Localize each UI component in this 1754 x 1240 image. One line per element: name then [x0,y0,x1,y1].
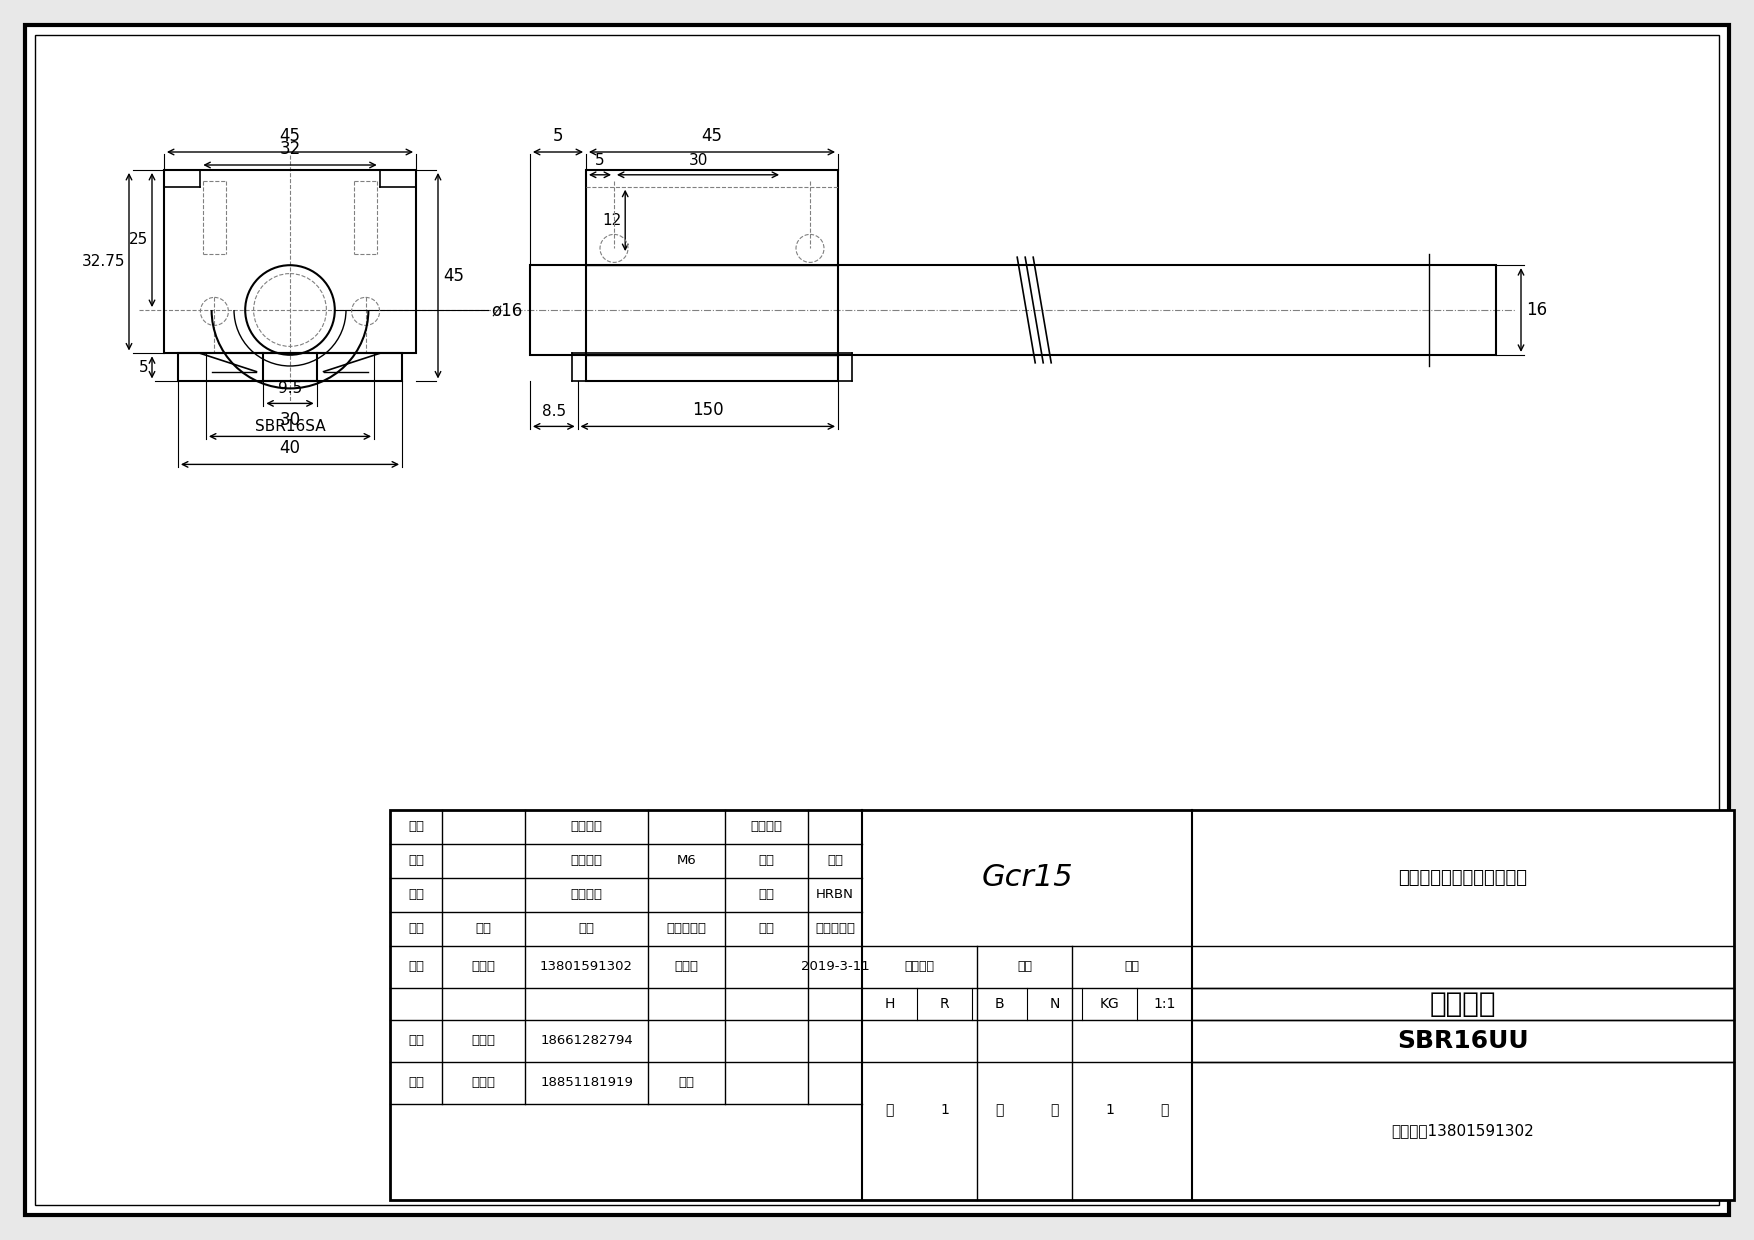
Text: 16: 16 [1526,301,1547,319]
Text: 刘献宁: 刘献宁 [472,1034,495,1048]
Text: 共: 共 [886,1104,895,1117]
Text: 45: 45 [702,126,723,145]
Text: 南京: 南京 [826,854,844,868]
Text: 5: 5 [139,360,147,374]
Text: ø16: ø16 [491,301,523,319]
Text: 工艺: 工艺 [409,1076,424,1090]
Text: 年、月、日: 年、月、日 [816,923,854,935]
Text: 设计: 设计 [409,961,424,973]
Text: N: N [1049,997,1059,1011]
Text: 阶段标记: 阶段标记 [905,961,935,973]
Text: 签名: 签名 [758,923,775,935]
Text: 更改文件号: 更改文件号 [667,923,707,935]
Text: 1:1: 1:1 [1154,997,1175,1011]
Text: 2019-3-11: 2019-3-11 [800,961,870,973]
Text: SBR16UU: SBR16UU [1398,1029,1529,1053]
Text: HRBN: HRBN [816,889,854,901]
Text: 18851181919: 18851181919 [540,1076,633,1090]
Text: 18661282794: 18661282794 [540,1034,633,1048]
Text: 1: 1 [1105,1104,1114,1117]
Text: 油嘴尺寸: 油嘴尺寸 [570,854,603,868]
Text: 13801591302: 13801591302 [540,961,633,973]
Text: 田海飞: 田海飞 [472,1076,495,1090]
Text: 30: 30 [279,412,300,429]
Text: 40: 40 [279,439,300,458]
Text: 南京哈宁轴承制造有限公司: 南京哈宁轴承制造有限公司 [1398,869,1528,887]
Text: 标准化: 标准化 [675,961,698,973]
Text: 产地: 产地 [758,854,775,868]
Text: SBR16SA: SBR16SA [254,419,324,434]
Bar [530,265,1496,355]
Text: 订货电话13801591302: 订货电话13801591302 [1391,1123,1535,1138]
Text: 5: 5 [553,126,563,145]
Text: 圈数: 圈数 [409,889,424,901]
Text: 标记: 标记 [409,923,424,935]
Text: 螺母重量: 螺母重量 [570,889,603,901]
Text: 25: 25 [128,233,147,248]
Text: KG: KG [1100,997,1119,1011]
Text: 品牌: 品牌 [758,889,775,901]
Text: 9.5: 9.5 [277,382,302,397]
Text: 8.5: 8.5 [542,404,567,419]
Text: 150: 150 [693,402,724,419]
Text: Gcr15: Gcr15 [980,863,1073,893]
Text: 12: 12 [602,213,621,228]
Text: 第: 第 [1051,1104,1059,1117]
Text: 32: 32 [279,140,300,157]
Bar [586,170,838,382]
Text: 直径: 直径 [409,821,424,833]
Text: 1: 1 [940,1104,949,1117]
Text: 处数: 处数 [475,923,491,935]
Bar [389,810,1735,1200]
Text: 重量: 重量 [1017,961,1031,973]
Text: 批准: 批准 [679,1076,695,1090]
Text: 分区: 分区 [579,923,595,935]
Text: R: R [940,997,949,1011]
Text: 45: 45 [279,126,300,145]
Text: 钢球直径: 钢球直径 [570,821,603,833]
Bar [84,130,537,501]
Text: 30: 30 [688,153,707,167]
Text: 32.75: 32.75 [81,254,125,269]
Text: 直线导轨: 直线导轨 [1430,990,1496,1018]
Text: B: B [995,997,1005,1011]
Text: 刘长岭: 刘长岭 [472,961,495,973]
Text: 导程: 导程 [409,854,424,868]
Bar [165,170,416,353]
Text: M6: M6 [677,854,696,868]
Text: 比例: 比例 [1124,961,1140,973]
Text: 张: 张 [1161,1104,1168,1117]
Bar [510,120,1596,471]
Text: 审核: 审核 [409,1034,424,1048]
Text: 张: 张 [995,1104,1003,1117]
Text: H: H [884,997,895,1011]
Bar [177,353,402,382]
Text: 5: 5 [595,153,605,167]
Text: 螺母编号: 螺母编号 [751,821,782,833]
Text: 45: 45 [444,267,465,285]
